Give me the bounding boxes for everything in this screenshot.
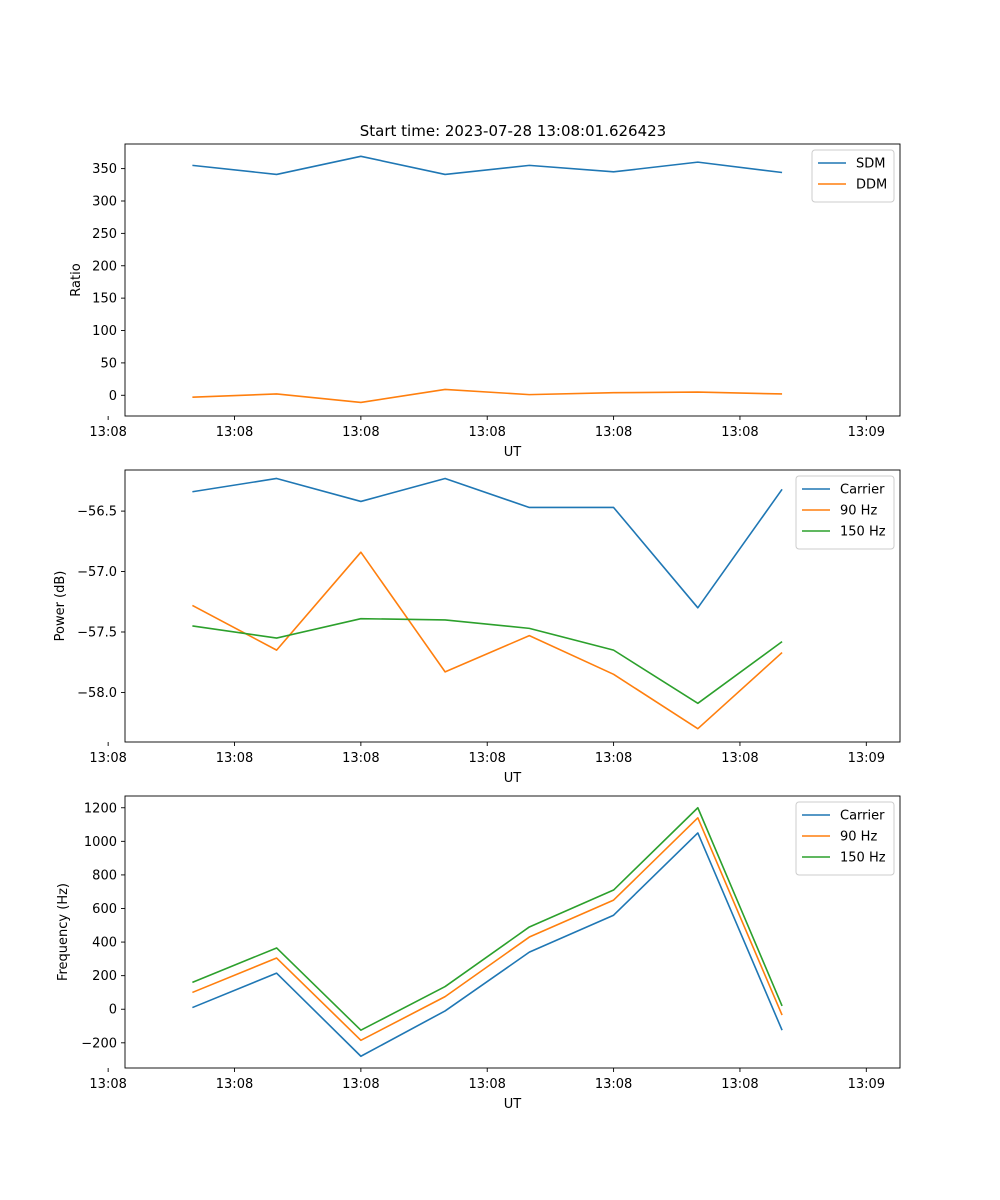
y-tick-label: 0 — [109, 1003, 117, 1018]
y-tick-label: 600 — [92, 902, 117, 917]
axes-frame — [124, 795, 901, 1069]
x-tick-label: 13:08 — [468, 1077, 505, 1092]
x-tick-label: 13:08 — [89, 751, 126, 766]
y-tick-label: 200 — [92, 969, 117, 984]
y-tick-label: 350 — [92, 162, 117, 177]
x-tick-label: 13:08 — [595, 1077, 632, 1092]
x-tick-label: 13:08 — [595, 425, 632, 440]
subplot-1: 13:08 13:08 13:08 13:08 13:08 13:08 13:09 0 50 10… — [69, 143, 901, 460]
subplot-2: 13:08 13:08 13:08 13:08 13:08 13:08 13:09 −58.0… — [53, 469, 901, 786]
legend: SDM DDM — [811, 149, 895, 203]
y-tick-label: −57.5 — [77, 625, 117, 640]
figure-title: Start time: 2023-07-28 13:08:01.626423 — [360, 122, 666, 140]
x-tick-label: 13:09 — [848, 751, 885, 766]
axes-frame — [124, 143, 901, 417]
subplot-3: 13:08 13:08 13:08 13:08 13:08 13:08 13:09 −200 0… — [56, 795, 901, 1112]
y-tick-label: −58.0 — [77, 686, 117, 701]
y-tick-label: 150 — [92, 292, 117, 307]
legend-label: 150 Hz — [840, 851, 886, 866]
y-tick-label: −56.5 — [77, 505, 117, 520]
x-tick-label: 13:08 — [216, 425, 253, 440]
legend-label: 150 Hz — [840, 525, 886, 540]
x-tick-label: 13:08 — [342, 1077, 379, 1092]
series-line-150-hz — [192, 617, 783, 705]
x-tick-label: 13:08 — [342, 425, 379, 440]
legend-label: DDM — [856, 178, 887, 193]
y-tick-label: 800 — [92, 868, 117, 883]
y-tick-label: 1200 — [84, 801, 117, 816]
x-tick-label: 13:08 — [216, 1077, 253, 1092]
series-line-90-hz — [192, 817, 783, 1042]
x-tick-label: 13:08 — [342, 751, 379, 766]
y-tick-label: 50 — [100, 356, 117, 371]
series-line-150-hz — [192, 806, 783, 1032]
legend-label: Carrier — [840, 483, 885, 498]
y-tick-label: 1000 — [84, 835, 117, 850]
y-axis-label: Ratio — [69, 263, 84, 296]
legend-label: 90 Hz — [840, 830, 877, 845]
x-tick-label: 13:08 — [721, 425, 758, 440]
x-tick-label: 13:09 — [848, 1077, 885, 1092]
x-tick-label: 13:08 — [468, 425, 505, 440]
axes-frame — [124, 469, 901, 743]
x-tick-label: 13:08 — [595, 751, 632, 766]
legend: Carrier 90 Hz 150 Hz — [795, 475, 895, 550]
y-tick-label: 250 — [92, 227, 117, 242]
legend: Carrier 90 Hz 150 Hz — [795, 801, 895, 876]
series-line-90-hz — [192, 551, 783, 730]
series-line-ddm — [192, 388, 783, 404]
legend-label: 90 Hz — [840, 504, 877, 519]
y-tick-label: −57.0 — [77, 565, 117, 580]
x-axis-label: UT — [504, 1097, 522, 1112]
x-tick-label: 13:08 — [216, 751, 253, 766]
x-axis-label: UT — [504, 445, 522, 460]
y-axis-label: Power (dB) — [53, 571, 68, 642]
x-tick-label: 13:08 — [89, 1077, 126, 1092]
y-axis-label: Frequency (Hz) — [56, 883, 71, 981]
series-line-carrier — [192, 832, 783, 1058]
series-line-carrier — [192, 477, 783, 609]
y-tick-label: 300 — [92, 194, 117, 209]
y-tick-label: 200 — [92, 259, 117, 274]
subplots: 13:08 13:08 13:08 13:08 13:08 13:08 13:09 0 50 10… — [53, 143, 901, 1112]
x-tick-label: 13:08 — [89, 425, 126, 440]
x-tick-label: 13:08 — [721, 1077, 758, 1092]
y-tick-label: −200 — [81, 1036, 117, 1051]
x-tick-label: 13:08 — [721, 751, 758, 766]
x-axis-label: UT — [504, 771, 522, 786]
y-tick-label: 400 — [92, 936, 117, 951]
legend-label: Carrier — [840, 809, 885, 824]
y-tick-label: 100 — [92, 324, 117, 339]
x-tick-label: 13:09 — [848, 425, 885, 440]
legend-label: SDM — [856, 157, 885, 172]
y-tick-label: 0 — [109, 389, 117, 404]
series-line-sdm — [192, 155, 783, 176]
x-tick-label: 13:08 — [468, 751, 505, 766]
